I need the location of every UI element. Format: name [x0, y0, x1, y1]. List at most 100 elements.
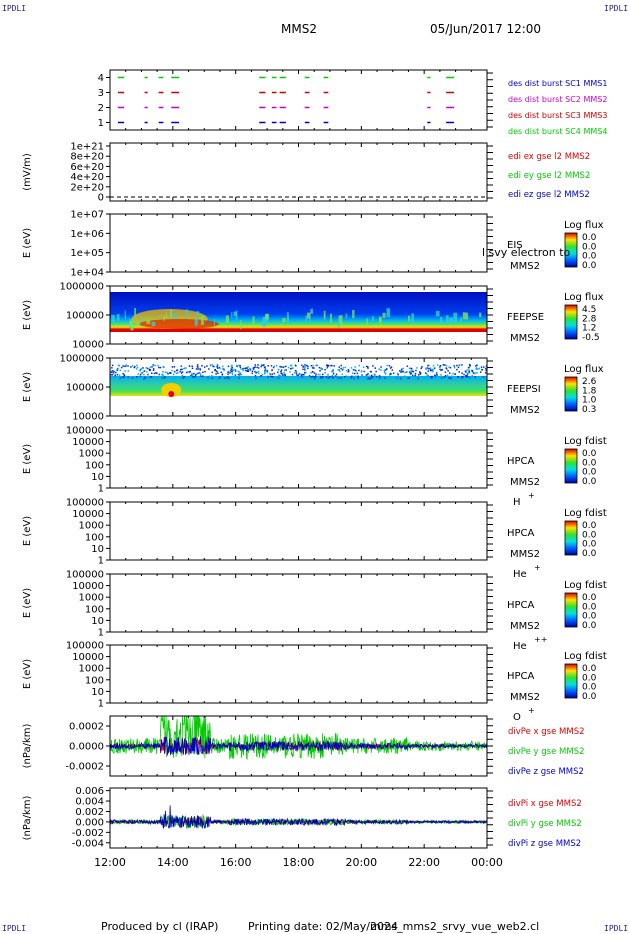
feepsi-pixel	[443, 376, 446, 378]
feepse-pixel	[372, 316, 374, 322]
feepsi-pixel	[114, 374, 116, 376]
x-tick-label: 14:00	[157, 856, 189, 869]
y-tick-label: 4e+20	[70, 172, 104, 183]
feepsi-pixel	[292, 367, 294, 369]
colorbar-title: Log fdist	[564, 580, 607, 591]
feepsi-pixel	[181, 368, 183, 371]
feepsi-pixel	[434, 375, 437, 377]
feepsi-pixel	[481, 369, 484, 371]
feepsi-pixel	[433, 377, 435, 379]
feepse-pixel	[366, 318, 368, 327]
feepsi-pixel	[380, 369, 382, 371]
feepsi-pixel	[445, 364, 448, 367]
feepsi-pixel	[171, 377, 174, 379]
feepsi-pixel	[240, 368, 242, 370]
feepsi-pixel	[326, 366, 329, 368]
feepsi-pixel	[327, 373, 329, 376]
feepsi-pixel	[255, 372, 257, 374]
feepsi-pixel	[384, 372, 386, 374]
feepsi-pixel	[337, 369, 339, 371]
feepsi-pixel	[236, 364, 238, 367]
feepsi-pixel	[231, 370, 233, 373]
feepsi-pixel	[196, 364, 199, 366]
y-tick-label: -0.004	[72, 838, 104, 849]
feepsi-pixel	[391, 369, 394, 371]
feepsi-pixel	[127, 365, 129, 367]
feepse-pixel	[282, 318, 286, 323]
feepsi-pixel	[175, 369, 178, 372]
colorbar	[564, 663, 578, 699]
feepsi-pixel	[440, 369, 442, 371]
feepsi-pixel	[230, 366, 233, 368]
y-tick-label: 10000	[72, 412, 104, 423]
feepsi-pixel	[227, 365, 230, 368]
feepsi-pixel	[133, 366, 135, 369]
feepsi-pixel	[485, 367, 487, 370]
feepsi-pixel	[139, 368, 142, 371]
feepsi-pixel	[425, 367, 427, 370]
feepsi-pixel	[358, 364, 361, 367]
feepsi-pixel	[171, 366, 174, 368]
y-tick-label: 1	[98, 699, 104, 710]
feepsi-pixel	[426, 375, 428, 377]
feepsi-pixel	[295, 372, 298, 374]
colorbar-title: Log fdist	[564, 651, 607, 662]
colorbar-tick-label: 0.0	[582, 602, 597, 612]
feepsi-pixel	[259, 375, 262, 377]
feepsi-pixel	[153, 372, 156, 375]
feepsi-pixel	[327, 377, 330, 379]
feepse-pixel	[185, 309, 188, 316]
feepsi-pixel	[209, 364, 212, 367]
feepsi-pixel	[164, 371, 167, 373]
feepsi-pixel	[267, 376, 269, 378]
instrument-name: HPCA	[507, 528, 535, 539]
feepsi-pixel	[463, 373, 465, 376]
feepsi-pixel	[282, 374, 284, 377]
feepsi-pixel	[277, 371, 279, 374]
feepsi-pixel	[251, 372, 254, 375]
feepsi-pixel	[411, 374, 414, 377]
feepsi-pixel	[390, 373, 392, 376]
colorbar-tick-label: 0.0	[582, 621, 597, 631]
header-date: 05/Jun/2017 12:00	[430, 22, 542, 36]
y-tick-label: 100000	[66, 570, 104, 581]
feepsi-pixel	[147, 373, 149, 376]
feepsi-pixel	[281, 366, 283, 368]
feepsi-pixel	[278, 374, 280, 376]
feepsi-pixel	[339, 377, 342, 379]
y-tick-label: 1000	[79, 449, 104, 460]
feepsi-pixel	[357, 377, 359, 379]
feepsi-pixel	[154, 364, 156, 367]
species-charge: ++	[534, 635, 547, 644]
instrument-spacecraft: MMS2	[510, 261, 540, 272]
feepsi-pixel	[208, 368, 210, 370]
feepsi-pixel	[179, 368, 182, 371]
feepsi-pixel	[334, 375, 337, 377]
species-label: He	[513, 569, 527, 580]
instrument-name: HPCA	[507, 671, 535, 682]
feepsi-pixel	[447, 377, 450, 379]
footer-file: mms_mms2_srvy_vue_web2.cl	[370, 920, 540, 933]
feepsi-pixel	[194, 376, 196, 378]
feepsi-pixel	[320, 376, 322, 379]
feepsi-pixel	[475, 367, 478, 369]
feepsi-pixel	[206, 365, 208, 367]
feepsi-pixel	[355, 375, 357, 378]
feepsi-pixel	[199, 368, 201, 370]
feepse-pixel	[411, 313, 414, 324]
feepsi-pixel	[378, 377, 381, 379]
feepse-pixel	[233, 311, 237, 317]
feepsi-pixel	[380, 366, 382, 368]
feepsi-pixel	[329, 376, 331, 378]
feepsi-pixel	[367, 367, 369, 369]
feepsi-pixel	[247, 366, 249, 368]
feepsi-pixel	[263, 364, 265, 366]
feepsi-pixel	[167, 373, 169, 375]
feepsi-pixel	[265, 370, 268, 372]
y-axis-label: E (eV)	[22, 659, 33, 689]
feepsi-pixel	[223, 369, 225, 371]
colorbar	[564, 520, 578, 556]
footer-produced-by: Produced by cl (IRAP)	[101, 920, 219, 933]
feepsi-pixel	[468, 364, 471, 366]
